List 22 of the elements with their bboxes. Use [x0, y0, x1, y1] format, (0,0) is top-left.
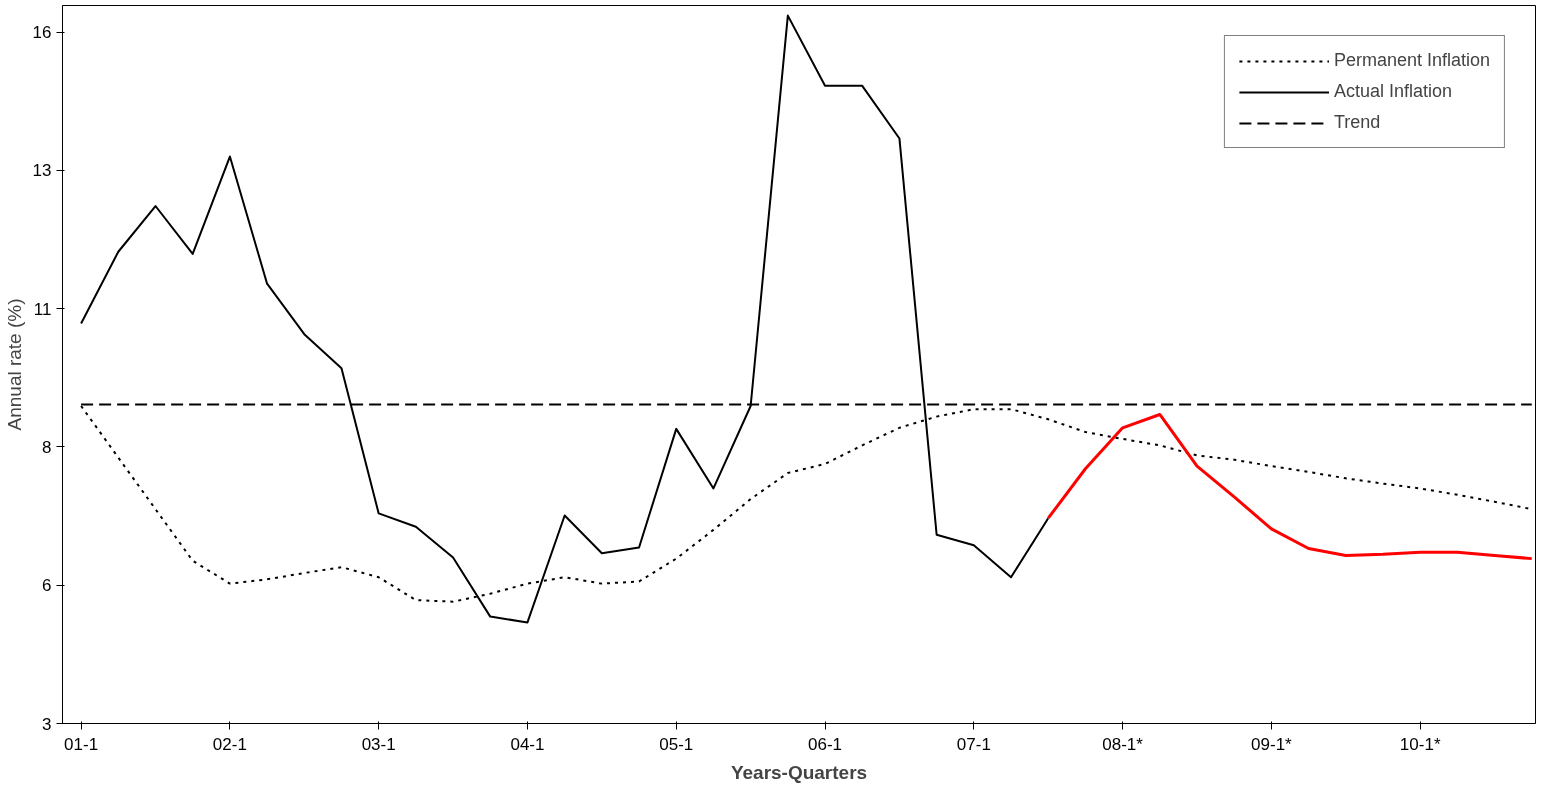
y-tick-label: 8	[42, 437, 52, 457]
x-tick-label: 09-1*	[1251, 734, 1293, 754]
y-tick-label: 6	[42, 576, 52, 596]
legend-label: Permanent Inflation	[1333, 50, 1490, 71]
x-tick-label: 07-1	[956, 734, 991, 754]
x-tick-label: 01-1	[64, 734, 99, 754]
x-tick-label: 10-1*	[1399, 734, 1441, 754]
x-tick-label: 05-1	[659, 734, 694, 754]
y-axis-title: Annual rate (%)	[3, 298, 25, 431]
y-tick-label: 13	[32, 161, 52, 181]
x-tick-label: 03-1	[361, 734, 396, 754]
x-tick-label: 02-1	[212, 734, 247, 754]
x-axis-title: Years-Quarters	[730, 761, 868, 783]
legend-label: Actual Inflation	[1333, 81, 1452, 102]
y-tick-label: 16	[32, 23, 52, 43]
x-tick-label: 08-1*	[1102, 734, 1144, 754]
y-tick-label: 3	[42, 714, 52, 734]
legend-label: Trend	[1333, 112, 1381, 133]
x-tick-label: 06-1	[808, 734, 843, 754]
line-series	[1046, 412, 1534, 561]
x-tick-label: 04-1	[510, 734, 545, 754]
y-tick-label: 11	[33, 299, 52, 319]
